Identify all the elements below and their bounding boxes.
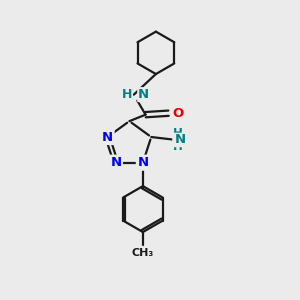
Text: CH₃: CH₃ xyxy=(132,248,154,258)
Text: H: H xyxy=(173,140,183,153)
Text: N: N xyxy=(175,134,186,146)
Text: H: H xyxy=(122,88,132,101)
Text: O: O xyxy=(172,107,183,120)
Text: N: N xyxy=(137,156,148,169)
Text: N: N xyxy=(102,130,113,143)
Text: H: H xyxy=(173,127,183,140)
Text: N: N xyxy=(138,88,149,101)
Text: N: N xyxy=(110,156,122,169)
